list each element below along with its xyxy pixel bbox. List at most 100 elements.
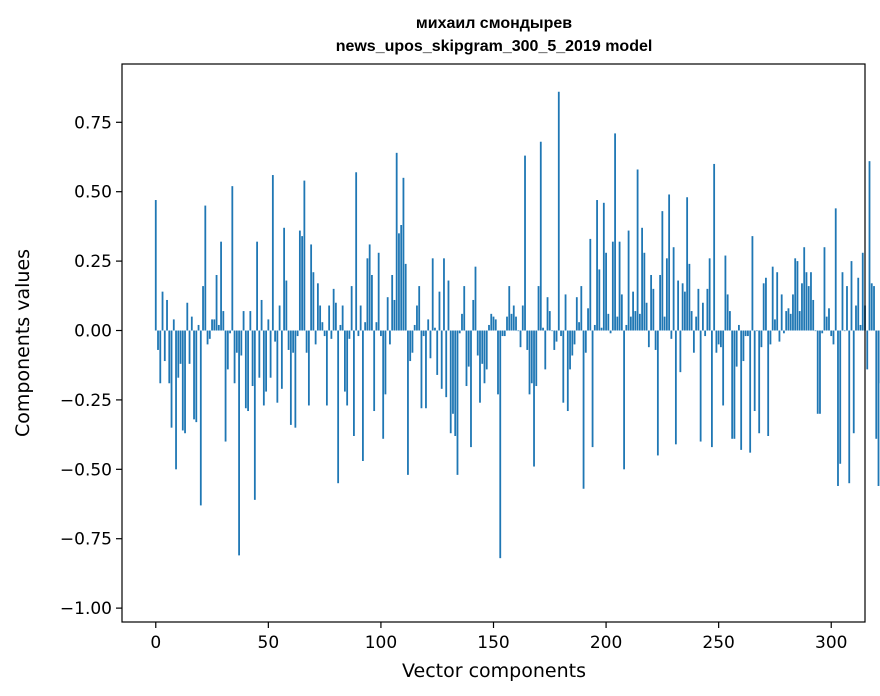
bar-component-151: [494, 319, 497, 331]
bar-component-182: [564, 294, 567, 331]
bar-component-246: [708, 258, 711, 331]
bar-component-41: [247, 330, 249, 412]
bar-component-308: [848, 330, 851, 484]
bar-component-106: [393, 299, 396, 331]
bar-component-263: [747, 330, 749, 337]
chart-title-line1: михаил смондырев: [416, 15, 572, 32]
bar-component-267: [756, 330, 758, 332]
bar-component-245: [706, 288, 709, 331]
bar-component-256: [731, 330, 734, 439]
bar-component-153: [499, 330, 502, 559]
bar-component-11: [179, 330, 182, 364]
bar-component-30: [222, 311, 225, 331]
bar-component-265: [751, 236, 754, 331]
bar-component-292: [812, 299, 815, 331]
bar-component-180: [560, 330, 562, 337]
y-tick-label-7: −1.00: [60, 599, 112, 619]
bar-component-114: [411, 330, 414, 353]
bar-component-155: [503, 330, 506, 337]
bar-component-102: [384, 330, 387, 395]
bar-component-35: [233, 330, 236, 384]
bar-component-139: [467, 330, 470, 367]
bar-component-69: [310, 244, 313, 331]
bar-component-86: [348, 330, 351, 339]
bar-component-168: [533, 330, 535, 467]
bar-component-1: [157, 330, 159, 350]
bar-component-296: [821, 330, 824, 334]
bar-component-230: [672, 247, 675, 331]
bar-component-50: [267, 319, 270, 331]
x-tick-label-100: 100: [365, 633, 397, 653]
bar-component-275: [774, 319, 776, 331]
bar-component-10: [177, 330, 180, 378]
bar-component-184: [569, 330, 571, 370]
bar-component-222: [654, 330, 657, 350]
bar-component-163: [521, 305, 524, 331]
bar-component-73: [319, 305, 322, 331]
bar-component-197: [598, 269, 601, 331]
bar-component-39: [242, 311, 245, 331]
x-tick-label-300: 300: [815, 633, 847, 653]
bar-component-207: [620, 294, 623, 331]
bar-component-269: [760, 330, 763, 348]
bar-component-273: [769, 330, 772, 345]
bar-component-268: [758, 330, 761, 434]
bar-component-3: [161, 291, 164, 331]
bar-component-205: [616, 316, 619, 331]
bar-component-259: [738, 324, 740, 331]
bar-component-194: [591, 330, 594, 448]
bar-component-231: [674, 330, 677, 445]
bar-component-123: [431, 258, 434, 331]
bar-component-103: [386, 297, 389, 331]
bar-component-293: [814, 330, 817, 332]
bar-component-260: [740, 330, 743, 450]
bar-component-87: [350, 286, 353, 331]
bar-component-313: [859, 324, 862, 331]
bar-component-112: [407, 330, 409, 475]
bar-component-37: [238, 330, 240, 556]
bar-component-66: [303, 180, 306, 331]
bar-component-88: [353, 330, 355, 436]
bar-component-99: [377, 252, 380, 331]
bar-component-186: [573, 330, 576, 345]
bar-component-257: [733, 330, 736, 439]
bar-component-301: [832, 330, 835, 345]
bar-component-33: [229, 330, 231, 334]
bar-component-317: [868, 161, 871, 331]
bar-component-113: [409, 330, 412, 362]
bar-component-187: [575, 297, 578, 331]
bar-component-77: [328, 305, 331, 331]
bar-component-157: [508, 286, 511, 331]
bar-component-68: [307, 330, 310, 406]
bar-component-85: [346, 330, 349, 406]
x-axis-label: Vector components: [402, 660, 586, 682]
bar-component-169: [535, 330, 538, 387]
bar-series: [154, 91, 880, 559]
bar-component-134: [456, 330, 459, 475]
bar-component-251: [720, 330, 722, 348]
bar-component-80: [334, 302, 337, 331]
bar-component-188: [578, 322, 580, 331]
x-tick-label-250: 250: [702, 633, 734, 653]
bar-component-100: [380, 330, 382, 337]
bar-component-116: [416, 305, 418, 331]
bar-component-75: [323, 330, 326, 337]
bar-component-237: [688, 263, 691, 331]
bar-component-53: [274, 330, 276, 342]
bar-component-42: [249, 311, 252, 331]
bar-component-0: [154, 200, 157, 331]
bar-component-138: [465, 330, 468, 387]
bar-component-190: [582, 330, 585, 489]
bar-component-210: [627, 230, 630, 331]
bar-component-232: [677, 280, 680, 331]
bar-component-17: [193, 330, 195, 420]
bar-component-295: [819, 330, 821, 414]
bar-component-124: [434, 327, 436, 331]
bar-component-71: [314, 330, 317, 345]
bar-component-165: [526, 330, 529, 350]
bar-component-201: [607, 313, 610, 331]
bar-component-243: [701, 302, 704, 331]
bar-component-64: [298, 230, 301, 331]
bar-component-219: [647, 330, 650, 348]
